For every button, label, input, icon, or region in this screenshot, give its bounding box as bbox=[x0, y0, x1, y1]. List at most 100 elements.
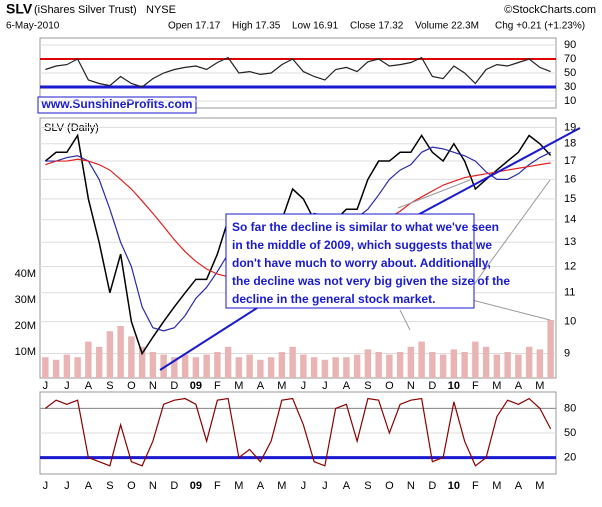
volume-bar bbox=[536, 349, 544, 378]
y-tick-label: 13 bbox=[564, 236, 576, 248]
x-tick-label: D bbox=[428, 380, 436, 392]
x-tick-label: J bbox=[322, 380, 328, 392]
x-tick-label: F bbox=[472, 480, 479, 492]
volume-bar bbox=[214, 352, 221, 378]
x-tick-label: A bbox=[515, 380, 523, 392]
stats: Open 17.17 High 17.35 Low 16.91 Close 17.32… bbox=[168, 21, 585, 32]
watermark: www.SunshineProfits.com bbox=[41, 97, 193, 111]
trendline bbox=[411, 127, 581, 219]
volume-bar bbox=[52, 359, 60, 378]
x-tick-label: D bbox=[170, 480, 178, 492]
annotation-line: don't have much to worry about. Addition… bbox=[232, 256, 491, 270]
x-tick-label: A bbox=[515, 480, 523, 492]
y-tick-label: 90 bbox=[564, 39, 576, 51]
volume-bar bbox=[482, 346, 490, 378]
series-line bbox=[45, 397, 552, 467]
x-tick-label: M bbox=[535, 380, 544, 392]
volume-bar bbox=[246, 354, 253, 378]
volume-bar bbox=[450, 349, 458, 378]
series-line bbox=[44, 133, 552, 356]
x-tick-label: N bbox=[407, 380, 415, 392]
x-tick-label: S bbox=[364, 380, 371, 392]
x-tick-label: J bbox=[64, 480, 70, 492]
y2-tick-label: 40M bbox=[15, 268, 36, 280]
annotation-box bbox=[225, 213, 475, 309]
y-tick-label: 20 bbox=[564, 452, 576, 464]
x-tick-label: O bbox=[127, 480, 136, 492]
x-tick-label: 10 bbox=[448, 480, 460, 492]
x-tick-label: 09 bbox=[190, 380, 202, 392]
volume-bar bbox=[74, 357, 81, 378]
volume-bar bbox=[95, 346, 103, 378]
x-tick-label: J bbox=[301, 380, 307, 392]
x-tick-label: M bbox=[234, 480, 243, 492]
volume-bar bbox=[493, 354, 501, 378]
x-tick-label: S bbox=[364, 480, 371, 492]
annotation-line: decline in the general stock market. bbox=[232, 292, 435, 306]
x-tick-label: M bbox=[277, 480, 286, 492]
x-tick-label: F bbox=[214, 480, 221, 492]
volume-bar bbox=[224, 346, 232, 378]
volume-bar bbox=[439, 354, 447, 378]
subtitle: (iShares Silver Trust) bbox=[34, 4, 137, 16]
y-tick-label: 16 bbox=[564, 173, 576, 185]
y-tick-label: 50 bbox=[564, 427, 576, 439]
volume-bar bbox=[42, 357, 49, 378]
y-tick-label: 12 bbox=[564, 260, 576, 272]
volume-bar bbox=[106, 331, 114, 378]
callout bbox=[469, 179, 551, 291]
volume-bar bbox=[396, 352, 404, 378]
x-tick-label: A bbox=[257, 380, 265, 392]
volume-bar bbox=[515, 354, 522, 378]
volume-bar bbox=[386, 354, 393, 378]
x-tick-label: J bbox=[301, 480, 307, 492]
stat: Close 17.32 bbox=[350, 21, 404, 32]
volume-bar bbox=[504, 352, 511, 378]
x-tick-label: J bbox=[64, 380, 70, 392]
x-tick-label: 10 bbox=[448, 380, 460, 392]
volume-bar bbox=[278, 352, 286, 378]
source: ©StockCharts.com bbox=[504, 4, 596, 16]
volume-bar bbox=[407, 346, 415, 378]
x-tick-label: M bbox=[492, 480, 501, 492]
annotation-line: the decline was not very big given the s… bbox=[232, 274, 510, 288]
x-tick-label: S bbox=[106, 480, 113, 492]
volume-bar bbox=[418, 341, 425, 378]
x-tick-label: M bbox=[535, 480, 544, 492]
volume-bar bbox=[525, 346, 533, 378]
volume-bar bbox=[181, 354, 189, 378]
volume-bar bbox=[63, 354, 71, 378]
y2-tick-label: 20M bbox=[15, 320, 36, 332]
y2-tick-label: 10M bbox=[15, 346, 36, 358]
y-tick-label: 17 bbox=[564, 155, 576, 167]
volume-bar bbox=[267, 357, 275, 378]
x-tick-label: N bbox=[149, 480, 157, 492]
volume-bar bbox=[321, 359, 329, 378]
x-tick-label: A bbox=[85, 480, 93, 492]
x-tick-label: O bbox=[127, 380, 136, 392]
annotation-line: in the middle of 2009, which suggests th… bbox=[232, 238, 492, 252]
y-tick-label: 15 bbox=[564, 193, 576, 205]
volume-bar bbox=[160, 354, 167, 378]
x-tick-label: F bbox=[472, 380, 479, 392]
volume-bar bbox=[289, 346, 296, 378]
volume-bar bbox=[128, 336, 135, 378]
x-tick-label: J bbox=[43, 480, 49, 492]
y-tick-label: 50 bbox=[564, 67, 576, 79]
series-line bbox=[45, 56, 551, 88]
x-tick-label: M bbox=[234, 380, 243, 392]
volume-bar bbox=[429, 352, 436, 378]
callout bbox=[399, 309, 411, 331]
x-tick-label: A bbox=[257, 480, 265, 492]
x-tick-label: J bbox=[322, 480, 328, 492]
x-tick-label: J bbox=[43, 380, 49, 392]
stat: High 17.35 bbox=[232, 21, 281, 32]
x-tick-label: A bbox=[343, 480, 351, 492]
y2-tick-label: 30M bbox=[15, 294, 36, 306]
volume-bar bbox=[235, 357, 243, 378]
x-tick-label: N bbox=[149, 380, 157, 392]
y-tick-label: 10 bbox=[564, 316, 576, 328]
volume-bar bbox=[300, 354, 307, 378]
y-tick-label: 14 bbox=[564, 214, 576, 226]
